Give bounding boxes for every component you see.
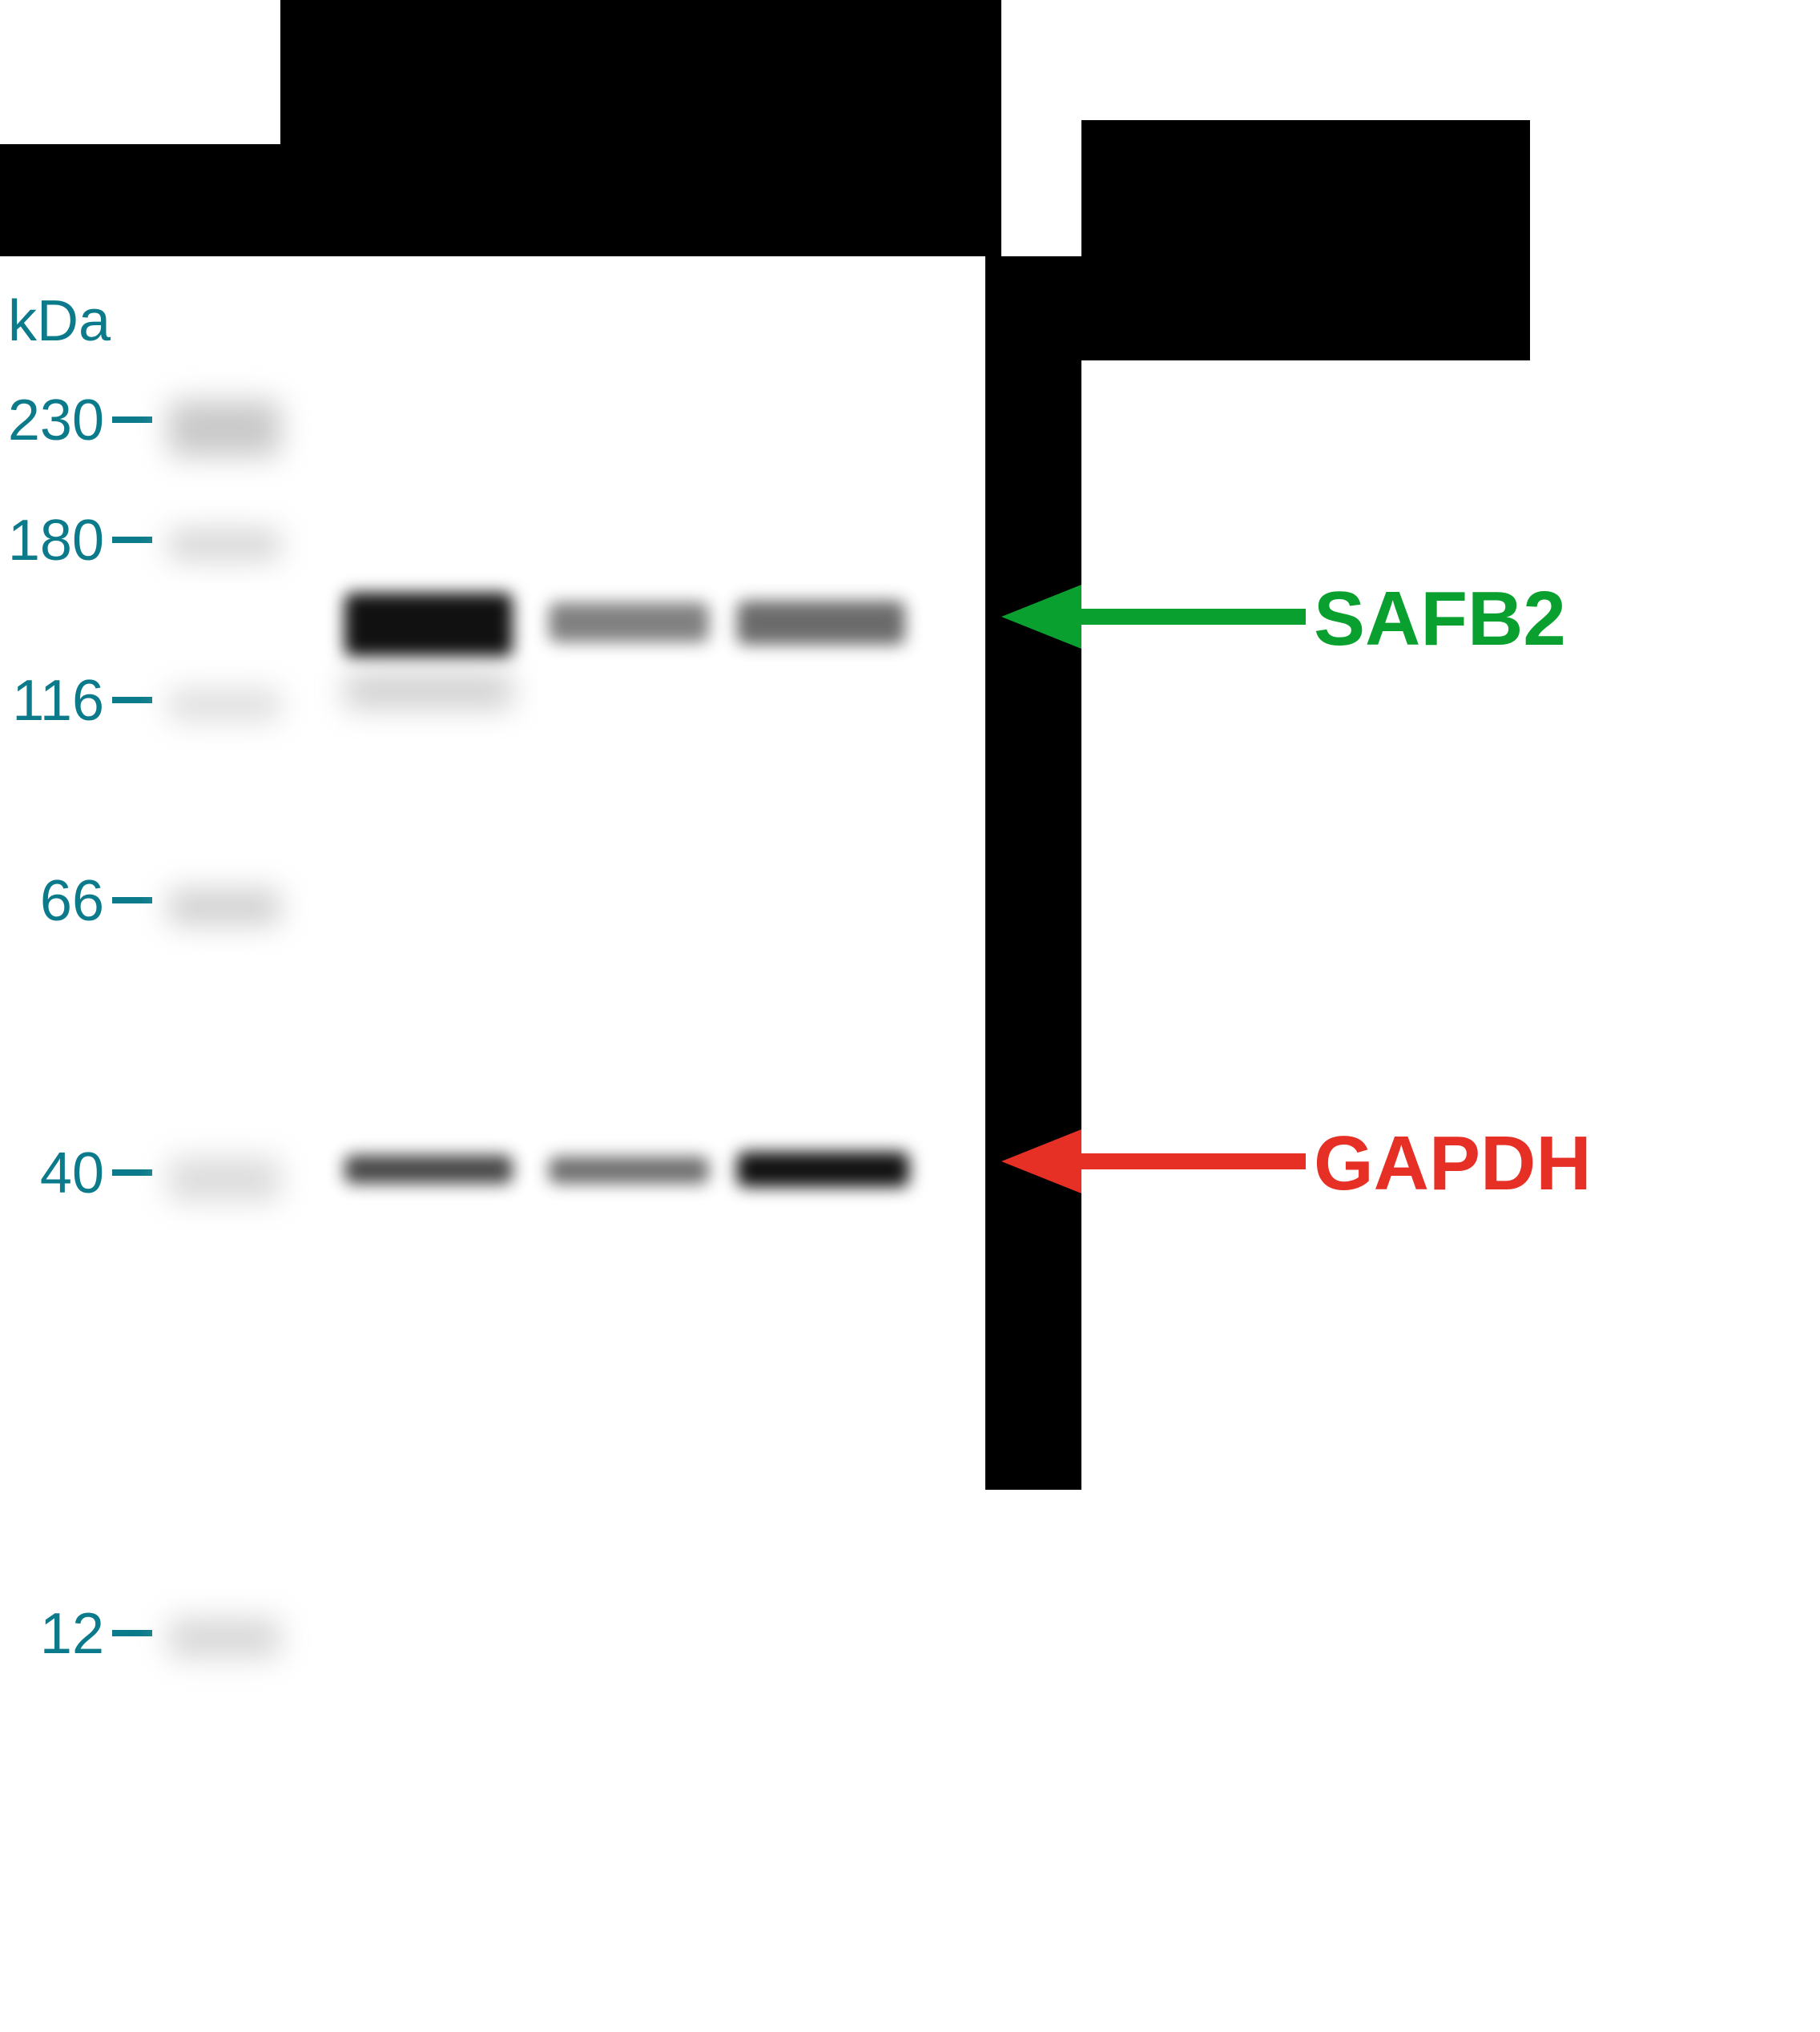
safb2-band-lane1 <box>344 593 513 657</box>
mw-tick-180 <box>112 537 152 543</box>
mw-tick-116 <box>112 697 152 703</box>
gapdh-band-lane2 <box>549 1157 709 1184</box>
mw-label-230: 230 <box>0 388 104 453</box>
safb2-arrow-label: SAFB2 <box>1314 575 1566 663</box>
safb2-arrow-icon <box>1001 577 1314 657</box>
black-box-top-center <box>280 0 1001 256</box>
safb2-band-lane2 <box>549 602 709 642</box>
mw-label-66: 66 <box>0 868 104 934</box>
mw-label-116: 116 <box>0 668 104 734</box>
mw-tick-40 <box>112 1169 152 1176</box>
ladder-band-230 <box>168 400 280 457</box>
mw-label-180: 180 <box>0 508 104 573</box>
mw-unit-label: kDa <box>0 288 104 354</box>
gapdh-band-lane3 <box>737 1152 909 1187</box>
gapdh-arrow-icon <box>1001 1121 1314 1201</box>
mw-tick-230 <box>112 416 152 423</box>
black-box-right-step <box>1442 344 1530 360</box>
mw-label-40: 40 <box>0 1141 104 1206</box>
mw-tick-12 <box>112 1630 152 1636</box>
ladder-band-116 <box>168 689 280 721</box>
ladder-band-40 <box>168 1157 280 1201</box>
western-blot-figure: kDa 230 180 116 66 40 12 SAFB2 GAPDH <box>0 0 1820 2032</box>
black-box-top-right <box>1081 120 1530 360</box>
black-box-right-col <box>985 256 1081 1490</box>
gapdh-arrow-label: GAPDH <box>1314 1120 1592 1208</box>
blot-membrane <box>120 256 985 1938</box>
mw-tick-66 <box>112 897 152 903</box>
ladder-band-66 <box>168 889 280 925</box>
safb2-band-lane3 <box>737 601 905 645</box>
safb2-shadow-lane1 <box>344 673 513 709</box>
mw-label-12: 12 <box>0 1601 104 1667</box>
ladder-band-180 <box>168 529 280 561</box>
gapdh-band-lane1 <box>344 1155 513 1184</box>
ladder-band-12 <box>168 1618 280 1658</box>
